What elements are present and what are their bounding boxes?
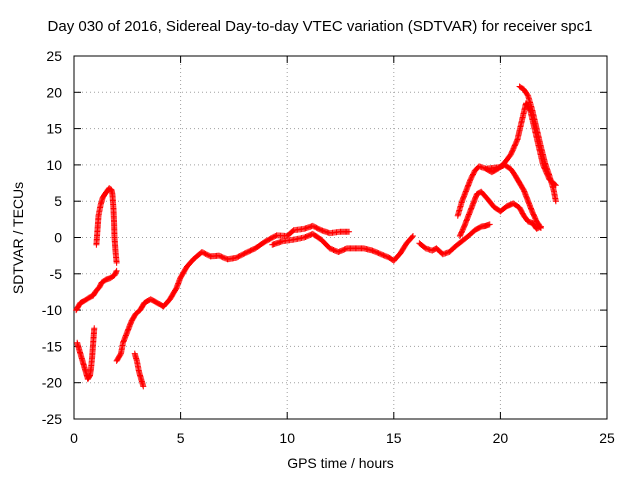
y-axis-label: SDTVAR / TECUs [10, 181, 26, 295]
y-tick-label: 20 [46, 84, 62, 100]
y-tick-label: 10 [46, 157, 62, 173]
axis-ticks [73, 55, 608, 420]
data-series [73, 83, 559, 390]
series-arc-9 [456, 188, 544, 240]
series-arc-3 [93, 185, 120, 266]
tick-labels: 0 5 10 15 20 25 25 20 15 10 5 0 -5 -10 -15 -20 -25 [42, 48, 615, 446]
x-axis-label: GPS time / hours [287, 455, 394, 471]
data-point [346, 228, 353, 235]
series-arc-7 [416, 221, 493, 258]
data-point [91, 325, 98, 332]
y-tick-label: -15 [42, 338, 62, 354]
data-point [409, 234, 416, 241]
series-arc-11 [516, 83, 559, 205]
y-tick-label: -10 [42, 302, 62, 318]
series-arc-2 [74, 325, 98, 383]
x-tick-label: 5 [177, 430, 185, 446]
data-point [486, 221, 493, 228]
plot-border [73, 55, 608, 420]
grid-lines [74, 56, 607, 419]
x-tick-label: 25 [599, 430, 615, 446]
data-point [537, 223, 544, 230]
data-point [537, 225, 544, 232]
series-arc-6 [269, 230, 416, 264]
series-arc-4 [113, 222, 353, 364]
x-tick-label: 15 [386, 430, 402, 446]
series-arc-10 [484, 161, 544, 232]
series-arc-5 [131, 350, 147, 390]
y-tick-label: 0 [54, 230, 62, 246]
x-tick-label: 20 [493, 430, 509, 446]
x-tick-label: 10 [279, 430, 295, 446]
y-tick-label: 25 [46, 48, 62, 64]
y-tick-label: 15 [46, 121, 62, 137]
series-arc-1 [73, 267, 120, 314]
y-tick-label: 5 [54, 193, 62, 209]
y-tick-label: -5 [50, 266, 63, 282]
data-point [513, 137, 520, 144]
y-tick-label: -20 [42, 375, 62, 391]
data-point [113, 267, 120, 274]
y-tick-label: -25 [42, 411, 62, 427]
data-point [140, 383, 147, 390]
data-point [113, 259, 120, 266]
data-point [552, 198, 559, 205]
chart-title: Day 030 of 2016, Sidereal Day-to-day VTE… [47, 18, 593, 35]
data-point [113, 268, 120, 275]
data-point [409, 233, 416, 240]
x-tick-label: 0 [70, 430, 78, 446]
